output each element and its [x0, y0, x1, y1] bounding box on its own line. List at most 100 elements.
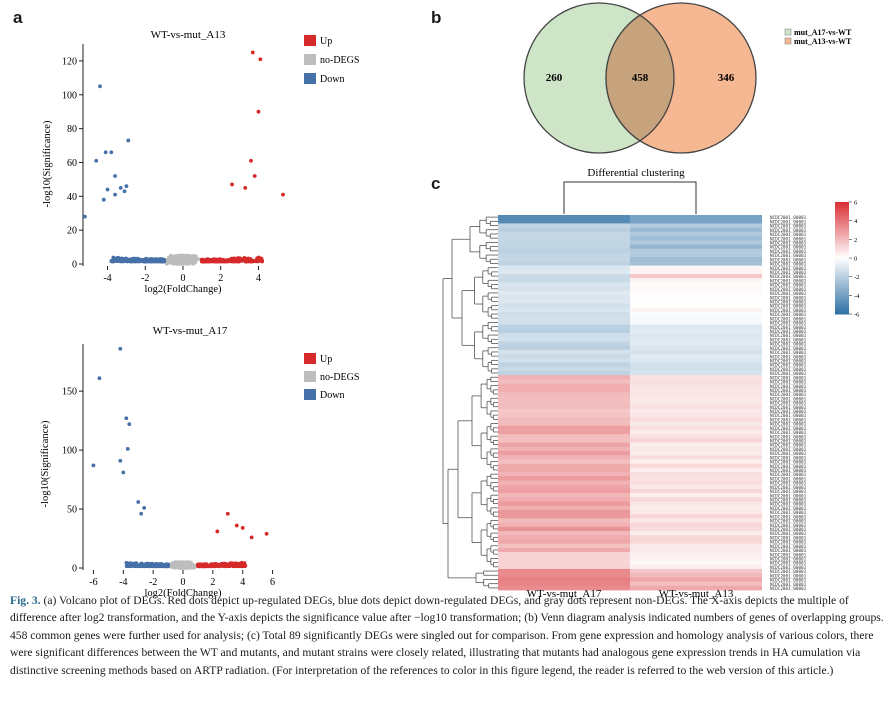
heatmap-cell: [630, 396, 762, 401]
legend-down-swatch: [304, 389, 316, 400]
heatmap-cell: [498, 257, 630, 262]
point-down: [142, 505, 147, 510]
heatmap-cell: [498, 404, 630, 410]
point-nondeg: [185, 561, 190, 565]
heatmap-cell: [630, 560, 762, 566]
point-up: [220, 259, 225, 264]
volcano-plot-a17: WT-vs-mut_A17 0 50 100 150 -6 -4 -2 0 2 4 6 log2(…: [40, 325, 359, 599]
point-down: [136, 500, 141, 504]
heatmap-row-label: NCDC2001_00001: [770, 270, 807, 276]
heatmap-row-label: NCDC2001_00001: [770, 312, 807, 318]
point-down: [82, 214, 87, 219]
point-nondeg: [182, 563, 187, 567]
heatmap-row-label: NCDC2001_00001: [770, 451, 807, 457]
heatmap-cell: [630, 349, 762, 355]
point-down: [156, 563, 161, 568]
y-tick-label: 100: [62, 90, 77, 101]
point-up: [227, 564, 232, 568]
heatmap-cell: [630, 408, 762, 414]
heatmap-cell: [630, 514, 762, 519]
heatmap-cell: [498, 286, 630, 292]
heatmap-cell: [498, 429, 630, 435]
volcano-plot-a13: WT-vs-mut_A13 0 20 40 60 80 100 120 -4 -2 0 2 4 lo…: [42, 29, 359, 295]
panel-letter-a: a: [13, 8, 23, 27]
point-nondeg: [176, 561, 181, 565]
point-down: [125, 447, 130, 451]
colorbar-segment: [835, 256, 849, 259]
legend-up-swatch: [304, 35, 316, 46]
heatmap-cell: [630, 273, 762, 279]
point-nondeg: [167, 260, 172, 265]
point-nondeg: [173, 565, 178, 570]
heatmap-cell: [630, 231, 762, 237]
x-tick-label: 2: [210, 577, 215, 588]
heatmap-cell: [630, 299, 762, 304]
panel-letter-c: c: [431, 174, 441, 193]
heatmap-cell: [630, 543, 762, 549]
heatmap-cell: [630, 252, 762, 258]
colorbar-segment: [835, 308, 849, 311]
point-up: [213, 562, 218, 567]
heatmap-cell: [498, 413, 630, 418]
point-up: [230, 182, 234, 187]
heatmap-row-label: NCDC2001_00001: [770, 371, 807, 377]
heatmap-cell: [630, 564, 762, 570]
heatmap-cell: [498, 231, 630, 237]
legend-down-label: Down: [320, 74, 344, 85]
heatmap-colorbar: 6 4 2 0 -2 -4 -6: [835, 200, 860, 319]
point-up: [240, 526, 245, 530]
legend-none-label: no-DEGS: [320, 372, 359, 383]
heatmap-row-label: NCDC2001_00001: [770, 586, 807, 592]
heatmap-row-label: NCDC2001_00001: [770, 489, 807, 495]
heatmap-cell: [630, 227, 762, 233]
point-down: [127, 422, 132, 427]
point-nondeg: [175, 257, 180, 262]
heatmap-row-label: NCDC2001_00001: [770, 384, 807, 390]
heatmap-row-label: NCDC2001_00001: [770, 333, 807, 339]
heatmap-row-label: NCDC2001_00001: [770, 455, 807, 461]
heatmap-cell: [630, 358, 762, 363]
heatmap-cell: [498, 349, 630, 355]
heatmap-row-label: NCDC2001_00001: [770, 219, 807, 225]
colorbar-segment: [835, 274, 849, 277]
heatmap-cell: [498, 311, 630, 317]
heatmap-row-label: NCDC2001_00001: [770, 346, 807, 352]
heatmap-cell: [630, 328, 762, 334]
point-up: [223, 562, 228, 566]
heatmap-row-label: NCDC2001_00001: [770, 502, 807, 508]
heatmap-cell: [630, 455, 762, 460]
point-nondeg: [185, 564, 190, 568]
heatmap-cell: [630, 497, 762, 502]
x-tick-label: 2: [218, 273, 223, 284]
heatmap-row-label: NCDC2001_00001: [770, 354, 807, 360]
point-down: [121, 470, 126, 475]
heatmap-row-label: NCDC2001_00001: [770, 544, 807, 550]
volcano-a13-yticks: 0 20 40 60 80 100 120: [62, 56, 83, 271]
heatmap-cell: [630, 581, 762, 587]
colorbar-segment: [835, 304, 849, 307]
point-down: [161, 259, 166, 264]
heatmap-cell: [630, 362, 762, 368]
colorbar-segment: [835, 290, 849, 293]
heatmap-cell: [630, 446, 762, 452]
colorbar-segment: [835, 286, 849, 289]
point-down: [113, 174, 117, 178]
heatmap-row-label: NCDC2001_00001: [770, 519, 807, 525]
volcano-a17-xticks: -6 -4 -2 0 2 4 6: [89, 570, 275, 588]
heatmap-row-label: NCDC2001_00001: [770, 274, 807, 280]
heatmap-cell: [498, 265, 630, 271]
heatmap-cell: [498, 484, 630, 490]
colorbar-segment: [835, 234, 849, 237]
x-tick-label: -2: [141, 273, 149, 284]
colorbar-tick-label: 4: [854, 218, 858, 225]
heatmap-row-label: NCDC2001_00001: [770, 321, 807, 327]
heatmap-row-label: NCDC2001_00001: [770, 565, 807, 571]
point-nondeg: [170, 261, 175, 266]
volcano-a17-legend: Up no-DEGS Down: [304, 353, 359, 401]
volcano-a17-points: [91, 346, 269, 570]
venn-legend-a13-swatch: [784, 37, 792, 45]
point-up: [254, 259, 258, 264]
heatmap-cell: [630, 307, 762, 313]
heatmap-cell: [498, 560, 630, 566]
venn-right-count: 346: [718, 72, 735, 84]
